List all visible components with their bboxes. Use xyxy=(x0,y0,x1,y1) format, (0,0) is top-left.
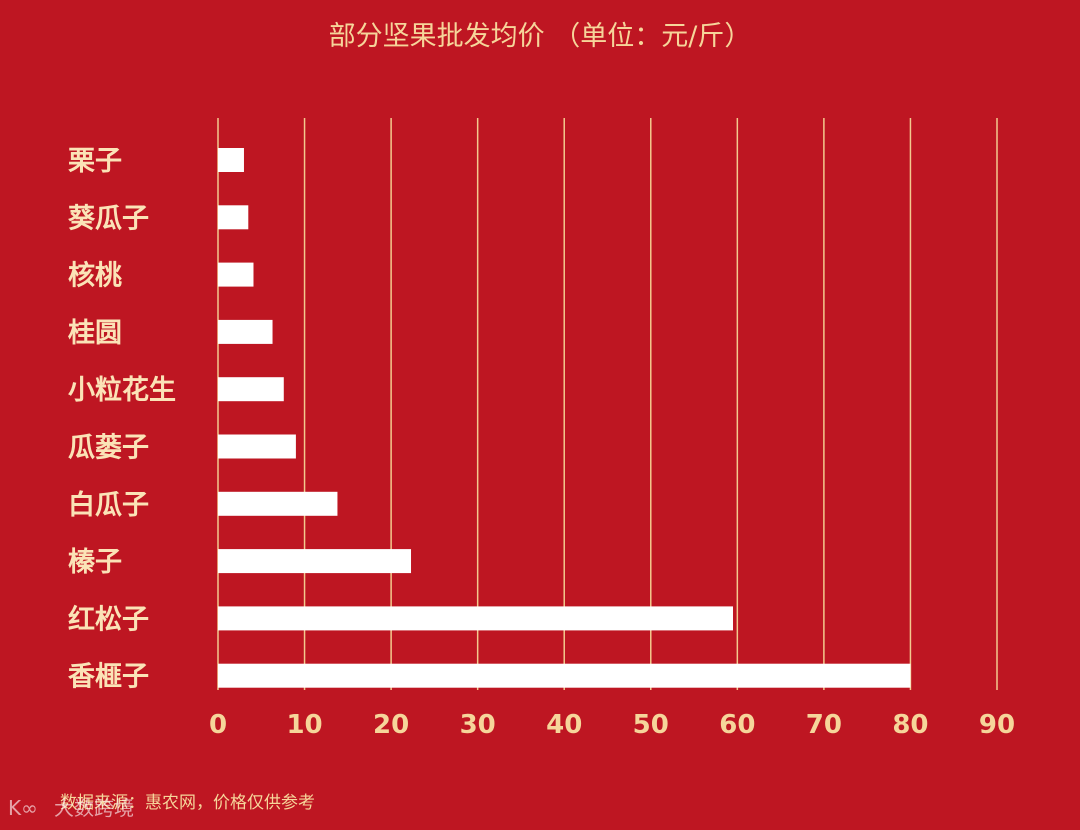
x-tick-label: 50 xyxy=(633,710,669,740)
bar-1 xyxy=(218,148,244,172)
category-label: 香榧子 xyxy=(68,662,149,693)
watermark-logo: K∞ 大数跨境 xyxy=(8,796,134,820)
bar-6 xyxy=(218,434,296,459)
watermark-text: 大数跨境 xyxy=(54,796,134,820)
category-label: 核桃 xyxy=(68,260,122,292)
watermark-icon: K∞ xyxy=(8,796,38,820)
category-label: 红松子 xyxy=(68,603,149,635)
x-tick-label: 60 xyxy=(719,710,755,740)
category-label: 瓜蒌子 xyxy=(68,433,149,464)
bar-7 xyxy=(218,491,338,516)
x-tick-label: 90 xyxy=(979,710,1015,740)
bar-10 xyxy=(218,663,911,688)
x-tick-label: 40 xyxy=(546,710,582,740)
bar-5 xyxy=(218,377,284,402)
bars xyxy=(218,148,911,688)
bar-4 xyxy=(218,319,273,344)
category-label: 葵瓜子 xyxy=(68,203,149,234)
x-tick-label: 20 xyxy=(373,710,409,740)
x-tick-label: 30 xyxy=(460,710,496,740)
bar-2 xyxy=(218,205,249,230)
category-label: 小粒花生 xyxy=(68,375,176,406)
category-label: 桂圆 xyxy=(68,318,122,349)
category-label: 榛子 xyxy=(68,547,122,578)
x-axis-tick-labels: 0 10 20 30 40 50 60 70 80 90 xyxy=(209,710,1015,740)
x-tick-label: 80 xyxy=(892,710,928,740)
category-label: 白瓜子 xyxy=(68,489,149,521)
x-tick-label: 10 xyxy=(286,710,322,740)
x-tick-label: 70 xyxy=(806,710,842,740)
bar-9 xyxy=(218,606,734,631)
x-tick-label: 0 xyxy=(209,710,227,740)
bar-3 xyxy=(218,262,254,287)
grid-lines xyxy=(217,118,998,690)
category-label: 栗子 xyxy=(68,146,122,177)
chart-title: 部分坚果批发均价 （单位：元/斤） xyxy=(329,21,752,52)
source-note: 数据来源：惠农网，价格仅供参考 xyxy=(60,793,315,813)
bar-8 xyxy=(218,549,412,574)
